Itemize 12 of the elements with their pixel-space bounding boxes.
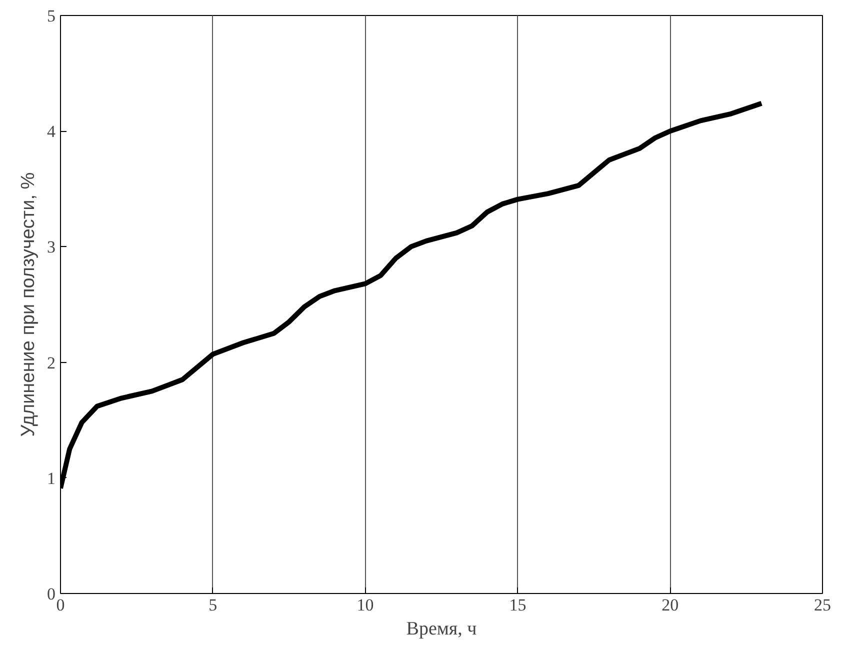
y-tick-label: 5 — [47, 6, 56, 26]
y-tick-label: 4 — [47, 122, 56, 142]
x-tick-label: 20 — [662, 596, 679, 614]
x-tick-label: 10 — [356, 596, 374, 614]
y-tick-label: 3 — [47, 238, 56, 257]
y-tick-label: 1 — [47, 468, 56, 488]
x-tick-label: 15 — [509, 596, 526, 614]
x-axis-title: Время, ч — [406, 618, 478, 640]
y-tick-label: 2 — [47, 353, 56, 372]
x-tick-label: 25 — [814, 596, 831, 614]
y-axis-title: Удлинение при ползучести, % — [18, 172, 39, 437]
x-tick-label: 5 — [208, 596, 218, 614]
